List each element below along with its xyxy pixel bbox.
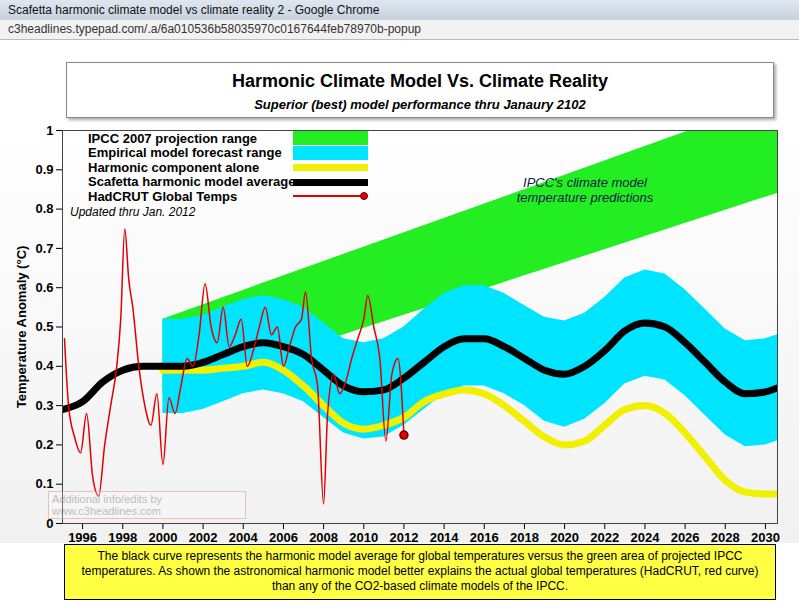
svg-text:0.5: 0.5 [35, 319, 53, 334]
html-text:The black curve represents the: The black curve represents the harmonic … [81, 549, 759, 593]
html-text:c3headlines.typepad.com/.a/6a0: c3headlines.typepad.com/.a/6a010536b5803… [8, 22, 421, 36]
svg-text:0.2: 0.2 [35, 437, 53, 452]
svg-text:2012: 2012 [389, 530, 418, 543]
svg-text:0.9: 0.9 [35, 162, 53, 177]
svg-text:0.3: 0.3 [35, 398, 53, 413]
svg-text:1996: 1996 [68, 530, 97, 543]
html-text:Superior (best) model performa: Superior (best) model performance thru J… [254, 97, 586, 112]
svg-text:1: 1 [46, 125, 53, 138]
svg-text:2016: 2016 [470, 530, 499, 543]
svg-text:2022: 2022 [590, 530, 619, 543]
svg-text:0.4: 0.4 [35, 358, 54, 373]
html-text:Harmonic Climate Model Vs. Cli: Harmonic Climate Model Vs. Climate Reali… [231, 71, 609, 91]
svg-text:2018: 2018 [510, 530, 539, 543]
svg-text:2014: 2014 [430, 530, 460, 543]
svg-text:2004: 2004 [229, 530, 259, 543]
html-text:Updated thru Jan. 2012: Updated thru Jan. 2012 [70, 205, 196, 219]
svg-text:2020: 2020 [550, 530, 579, 543]
svg-text:Temperature Anomaly (°C): Temperature Anomaly (°C) [14, 246, 29, 409]
svg-text:0.8: 0.8 [35, 201, 53, 216]
svg-text:0: 0 [46, 515, 54, 531]
svg-text:2006: 2006 [269, 530, 298, 543]
html-text:Scafetta harmonic climate mode: Scafetta harmonic climate model vs clima… [8, 3, 380, 17]
html-text:Empirical model forecast range: Empirical model forecast range [88, 145, 282, 161]
svg-text:2028: 2028 [711, 530, 740, 543]
html-text:HadCRUT Global Temps: HadCRUT Global Temps [88, 188, 238, 204]
svg-text:0.1: 0.1 [35, 476, 53, 491]
svg-text:2026: 2026 [671, 530, 700, 543]
svg-text:0.7: 0.7 [35, 241, 53, 256]
svg-text:0.6: 0.6 [35, 280, 53, 295]
svg-text:2010: 2010 [349, 530, 378, 543]
html-text:Harmonic component alone: Harmonic component alone [88, 159, 260, 175]
svg-text:1998: 1998 [108, 530, 137, 543]
svg-text:2024: 2024 [630, 530, 660, 543]
svg-text:2030: 2030 [751, 530, 780, 543]
svg-text:2002: 2002 [189, 530, 218, 543]
html-text:IPCC's climate model temperatu: IPCC's climate model temperature predict… [516, 175, 654, 205]
html-text:IPCC 2007 projection range: IPCC 2007 projection range [88, 130, 258, 146]
svg-text:2008: 2008 [309, 530, 338, 543]
html-text:Additional info/edits by www.c: Additional info/edits by www.c3headlines… [52, 493, 163, 517]
html-text:Scafetta harmonic model averag: Scafetta harmonic model average [88, 174, 296, 190]
svg-text:2000: 2000 [148, 530, 177, 543]
